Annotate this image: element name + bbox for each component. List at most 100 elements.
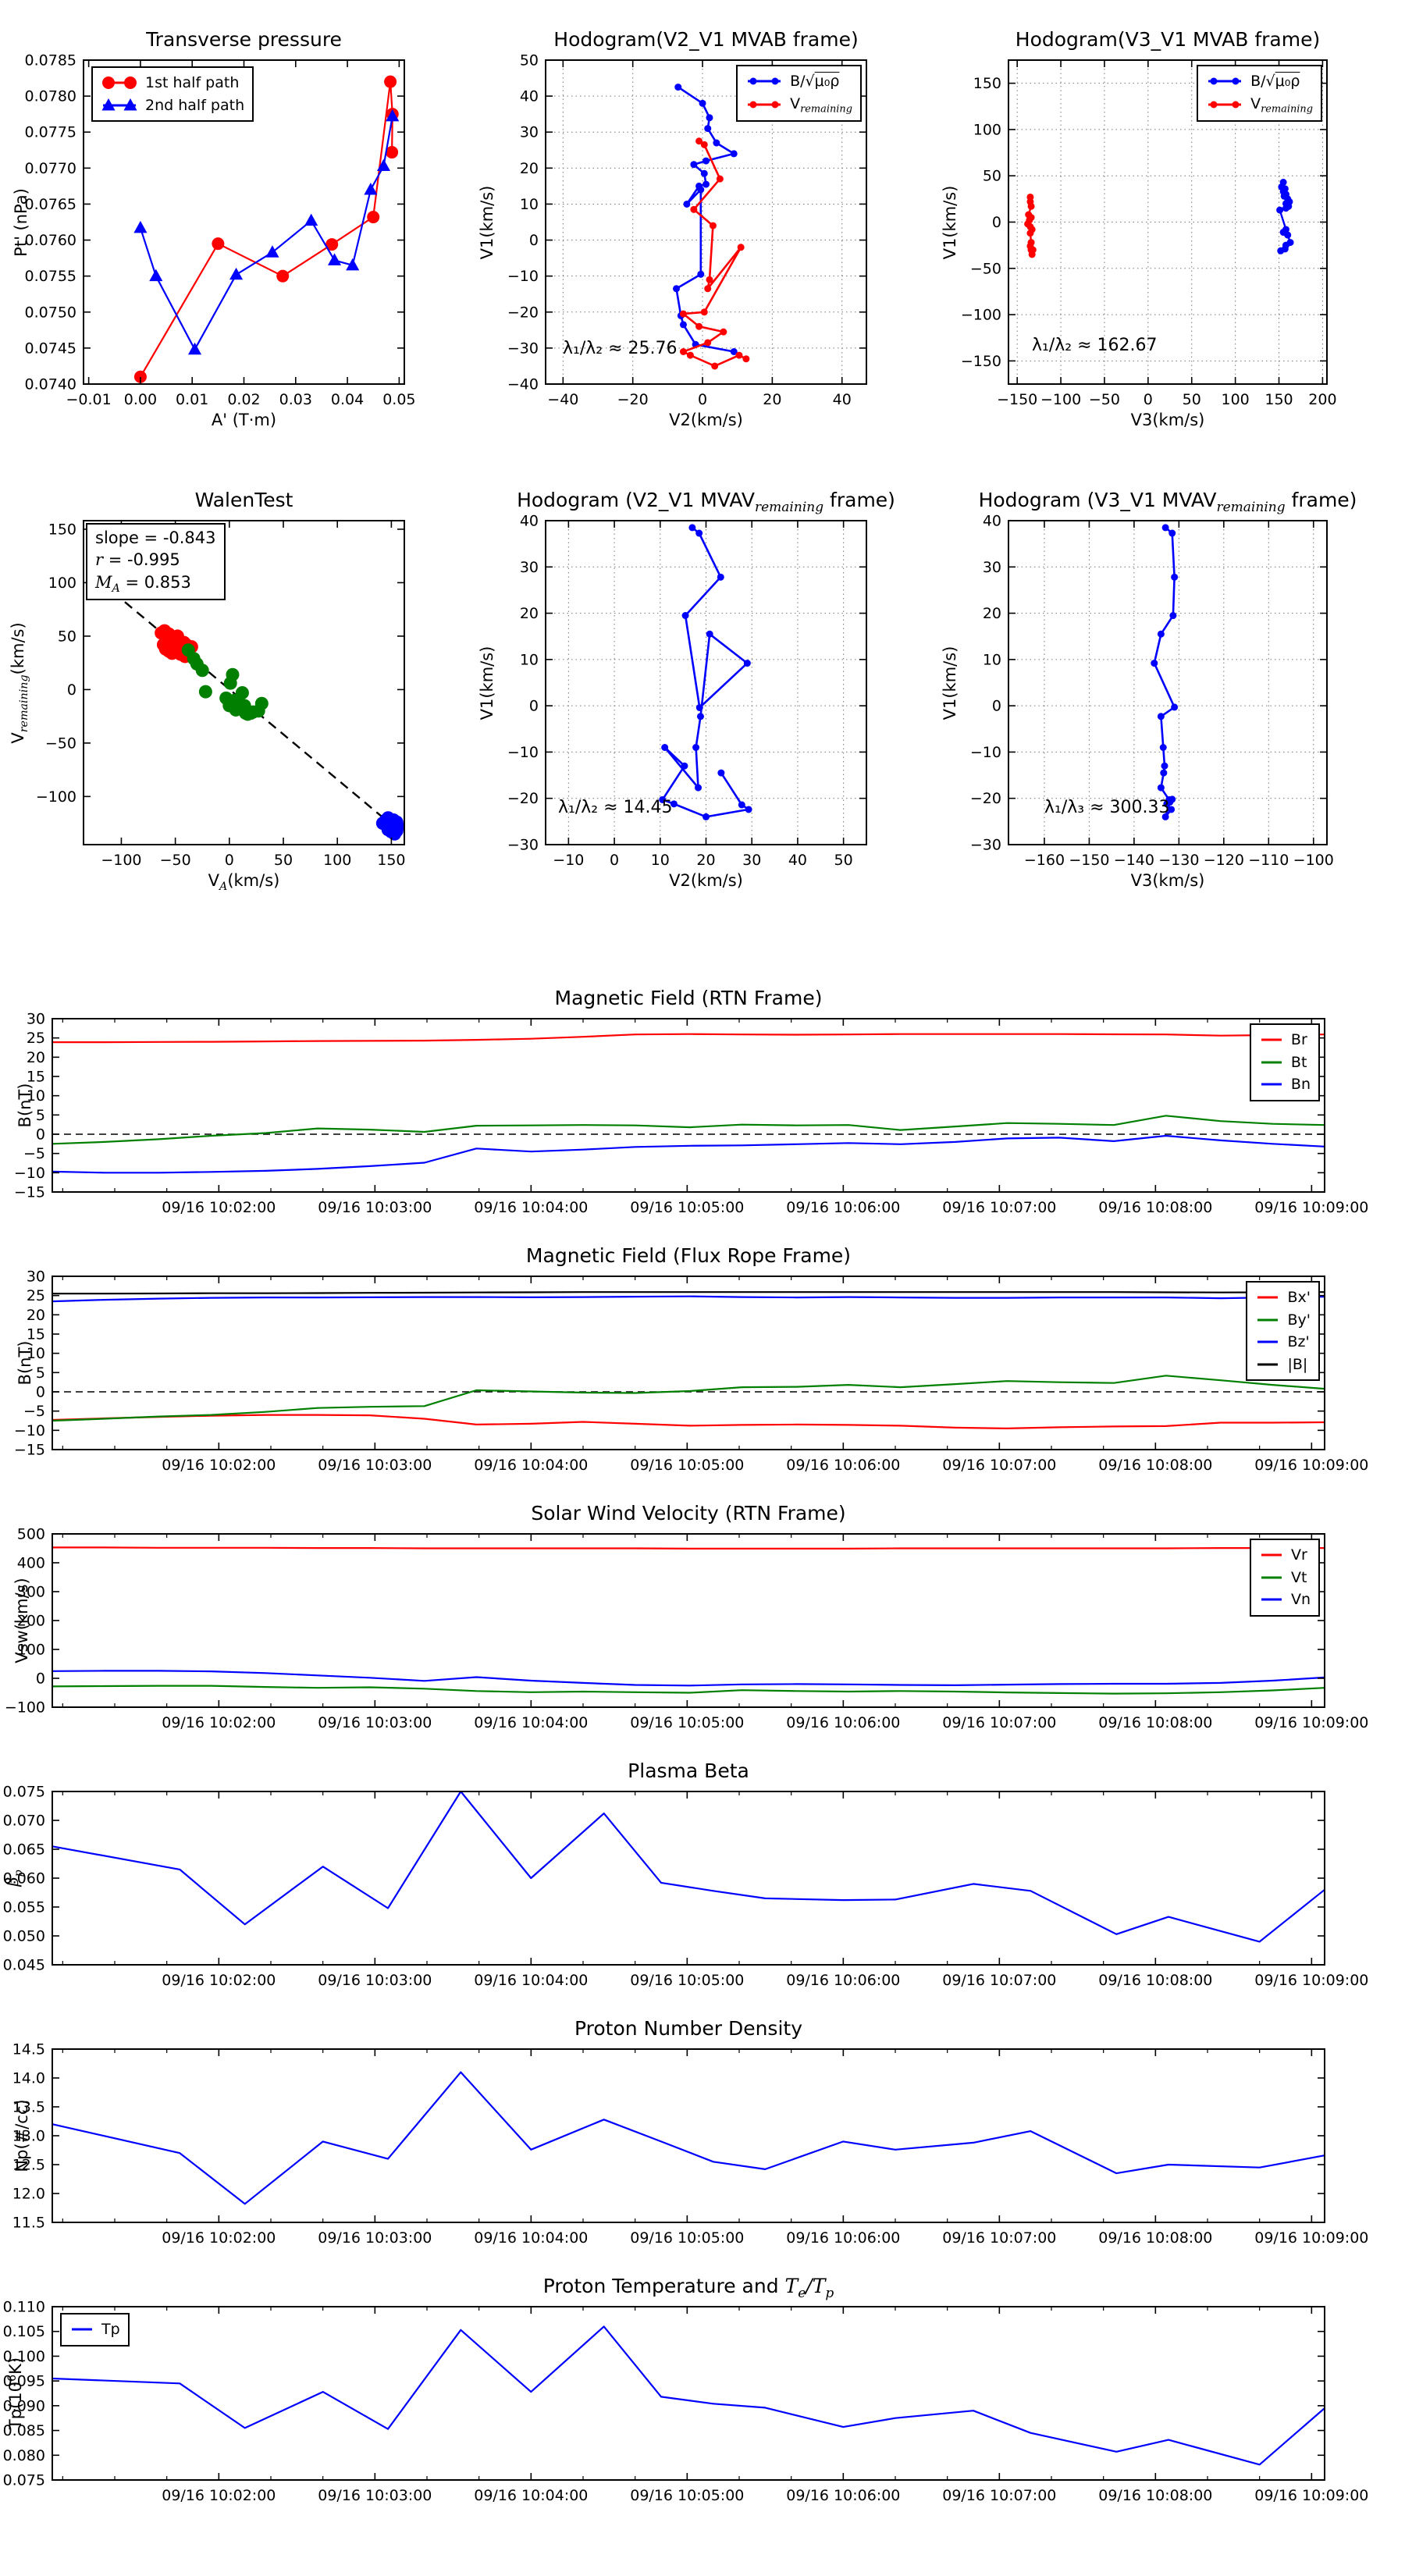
svg-text:09/16 10:03:00: 09/16 10:03:00 (318, 2487, 432, 2504)
svg-text:0.0760: 0.0760 (25, 232, 76, 249)
svg-text:−10: −10 (14, 1422, 45, 1439)
svg-text:20: 20 (520, 160, 539, 177)
svg-text:09/16 10:05:00: 09/16 10:05:00 (630, 1457, 744, 1474)
svg-text:−130: −130 (1158, 852, 1199, 869)
svg-text:30: 30 (983, 559, 1001, 576)
legend-item: Vremaining (1206, 93, 1313, 117)
legend-item: By' (1255, 1309, 1311, 1332)
legend-item: Tp (69, 2318, 120, 2341)
svg-text:−140: −140 (1114, 852, 1154, 869)
y-axis-label-hodogram-v3v1-mvab: V1(km/s) (941, 185, 959, 259)
svg-text:09/16 10:02:00: 09/16 10:02:00 (162, 1199, 276, 1216)
y-axis-label-proton-number-density: Np(#/cc) (12, 2099, 31, 2172)
svg-text:09/16 10:09:00: 09/16 10:09:00 (1254, 1457, 1368, 1474)
svg-text:50: 50 (1183, 391, 1201, 408)
y-axis-label-proton-temperature: Tp(106K) (5, 2357, 26, 2430)
svg-text:09/16 10:02:00: 09/16 10:02:00 (162, 2229, 276, 2247)
svg-text:09/16 10:05:00: 09/16 10:05:00 (630, 1972, 744, 1989)
svg-text:09/16 10:07:00: 09/16 10:07:00 (942, 2229, 1056, 2247)
svg-text:−30: −30 (970, 837, 1001, 854)
legend-item-label: B/√μ₀ρ (1250, 73, 1300, 90)
svg-text:−160: −160 (1024, 852, 1065, 869)
svg-text:0.080: 0.080 (3, 2447, 45, 2464)
legend-item-label: 2nd half path (145, 96, 245, 114)
legend-sample-By' (1257, 1318, 1279, 1322)
svg-text:−150: −150 (997, 391, 1037, 408)
svg-text:20: 20 (983, 605, 1001, 622)
svg-text:−100: −100 (36, 788, 76, 806)
svg-text:20: 20 (696, 852, 715, 869)
svg-text:50: 50 (834, 852, 853, 869)
legend-sample-2nd half path (101, 98, 137, 111)
svg-text:09/16 10:06:00: 09/16 10:06:00 (786, 1714, 900, 1731)
svg-text:09/16 10:09:00: 09/16 10:09:00 (1254, 2229, 1368, 2247)
svg-text:150: 150 (973, 75, 1001, 92)
svg-text:200: 200 (17, 1613, 45, 1630)
svg-text:10: 10 (27, 1087, 45, 1105)
legend-item-label: Bx' (1287, 1289, 1311, 1306)
svg-text:10: 10 (651, 852, 670, 869)
svg-text:0.02: 0.02 (227, 391, 260, 408)
svg-text:0.0785: 0.0785 (25, 52, 76, 69)
svg-text:50: 50 (58, 628, 76, 645)
svg-text:30: 30 (520, 124, 539, 141)
svg-text:−100: −100 (1040, 391, 1081, 408)
legend-item-label: Bn (1290, 1076, 1311, 1093)
y-axis-label-transverse-pressure: Pt' (nPa) (12, 187, 30, 257)
svg-text:10: 10 (520, 651, 539, 668)
svg-text:−50: −50 (970, 260, 1001, 277)
legend-sample-Bn (1261, 1083, 1282, 1086)
y-axis-label-magnetic-field-rtn: B(nT) (16, 1083, 34, 1128)
svg-text:25: 25 (27, 1287, 45, 1304)
legend-sample-Vt (1261, 1576, 1282, 1579)
panel-title-walen-test: WalenTest (194, 489, 293, 511)
walen-fit-stat: slope = -0.843 (95, 528, 216, 547)
legend-sample-Bz' (1257, 1340, 1279, 1343)
svg-text:0.105: 0.105 (3, 2323, 45, 2340)
legend-item-label: Bz' (1287, 1333, 1310, 1350)
panel-title-plasma-beta: Plasma Beta (628, 1759, 749, 1782)
svg-text:25: 25 (27, 1030, 45, 1047)
svg-text:−100: −100 (101, 852, 141, 869)
panel-title-solar-wind-velocity: Solar Wind Velocity (RTN Frame) (531, 1502, 846, 1525)
svg-text:0: 0 (36, 1670, 45, 1688)
svg-text:−20: −20 (507, 790, 539, 807)
legend-item-label: By' (1287, 1311, 1311, 1329)
svg-text:−40: −40 (507, 376, 539, 393)
walen-fit-stat: MA = 0.853 (95, 572, 191, 595)
svg-text:40: 40 (520, 88, 539, 105)
svg-text:500: 500 (17, 1526, 45, 1543)
svg-text:09/16 10:02:00: 09/16 10:02:00 (162, 1972, 276, 1989)
y-axis-label-hodogram-v2v1-mvab: V1(km/s) (478, 185, 496, 259)
legend-item: Vn (1259, 1589, 1311, 1611)
svg-text:40: 40 (788, 852, 807, 869)
walen-fit-stat: r = -0.995 (95, 550, 180, 570)
panel-title-proton-temperature: Proton Temperature and Te/Tp (542, 2275, 834, 2301)
svg-text:09/16 10:03:00: 09/16 10:03:00 (318, 1972, 432, 1989)
svg-text:09/16 10:04:00: 09/16 10:04:00 (474, 1972, 588, 1989)
svg-text:14.0: 14.0 (12, 2070, 45, 2087)
svg-text:09/16 10:07:00: 09/16 10:07:00 (942, 2487, 1056, 2504)
svg-text:0.070: 0.070 (3, 1813, 45, 1830)
svg-text:20: 20 (27, 1307, 45, 1324)
legend-item-label: Vremaining (790, 94, 852, 116)
svg-text:0.03: 0.03 (279, 391, 312, 408)
legend-magnetic-field-rtn: Br Bt Bn (1249, 1023, 1320, 1101)
legend-sample-V remaining (748, 101, 781, 109)
legend-item: Vr (1259, 1544, 1311, 1567)
svg-text:40: 40 (520, 513, 539, 530)
svg-text:13.0: 13.0 (12, 2128, 45, 2145)
svg-text:09/16 10:06:00: 09/16 10:06:00 (786, 2487, 900, 2504)
svg-text:−30: −30 (507, 340, 539, 357)
svg-text:30: 30 (742, 852, 761, 869)
panel-title-transverse-pressure: Transverse pressure (146, 28, 342, 51)
legend-item: 2nd half path (101, 94, 244, 117)
legend-item: B/√μ₀ρ (1206, 70, 1313, 93)
legend-sample-Tp (72, 2328, 92, 2331)
legend-item-label: B/√μ₀ρ (790, 73, 840, 90)
svg-text:−50: −50 (160, 852, 191, 869)
svg-text:−100: −100 (961, 307, 1001, 324)
svg-text:0.0780: 0.0780 (25, 88, 76, 105)
svg-text:09/16 10:03:00: 09/16 10:03:00 (318, 2229, 432, 2247)
